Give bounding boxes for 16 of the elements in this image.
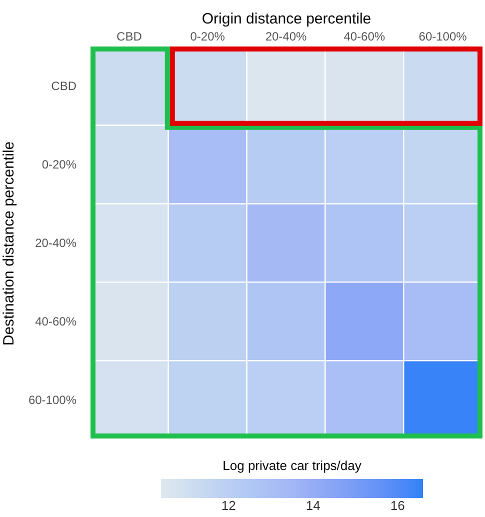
y-axis-title: Destination distance percentile — [0, 141, 18, 346]
color-bar-label: 12 — [221, 498, 236, 513]
x-tick-label: 60-100% — [418, 30, 468, 44]
y-tick-label: 0-20% — [42, 158, 77, 172]
x-tick-label: 20-40% — [265, 30, 308, 44]
color-bar-label: 14 — [306, 498, 320, 513]
y-tick-label: CBD — [51, 79, 77, 94]
x-tick-label: 0-20% — [190, 30, 226, 44]
color-bar-label: 16 — [390, 498, 405, 513]
y-tick-label: 20-40% — [35, 236, 77, 250]
x-axis-title: Origin distance percentile — [202, 10, 372, 28]
x-tick-label: 40-60% — [344, 30, 386, 44]
y-tick-label: 60-100% — [28, 392, 77, 407]
color-bar-title: Log private car trips/day — [222, 458, 362, 473]
x-tick-label: CBD — [116, 30, 142, 44]
y-tick-label: 40-60% — [35, 314, 77, 328]
